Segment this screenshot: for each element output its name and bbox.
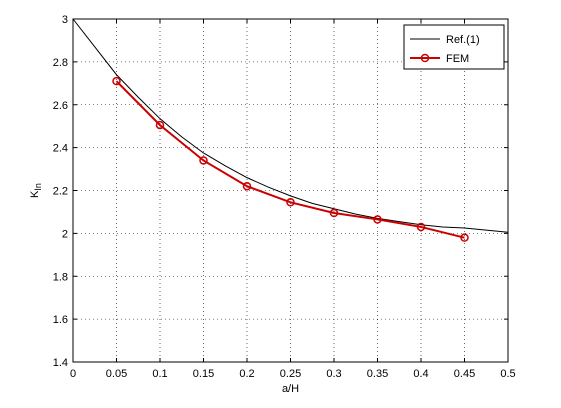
series-line	[72, 18, 509, 233]
series-fem	[112, 76, 469, 242]
tick-labels: 0 0.05 0.1 0.15 0.2 0.25 0.3 0.35 0.4 0.45 0.5 1.4 1…	[53, 14, 516, 380]
y-tick-label: 3	[62, 14, 68, 26]
x-tick-label: 0.2	[239, 368, 254, 380]
data-point	[155, 120, 165, 130]
grid-lines	[73, 19, 508, 362]
y-tick-label: 2.6	[53, 100, 68, 112]
x-tick-label: 0.4	[413, 368, 428, 380]
data-point	[286, 198, 295, 207]
x-tick-label: 0.15	[193, 368, 214, 380]
series-line	[115, 80, 465, 239]
x-tick-label: 0.3	[326, 368, 341, 380]
x-axis-label: a/H	[282, 383, 299, 395]
series-ref-1-	[72, 18, 509, 233]
axis-ticks	[72, 18, 509, 363]
y-tick-label: 2.2	[53, 186, 68, 198]
y-tick-label: 1.8	[53, 271, 68, 283]
series-layer	[72, 18, 509, 242]
x-tick-label: 0.45	[454, 368, 475, 380]
x-tick-label: 0	[70, 368, 76, 380]
legend-entry: Ref.(1)	[410, 34, 480, 46]
y-tick-label: 2.4	[53, 143, 68, 155]
y-tick-label: 2.8	[53, 57, 68, 69]
legend: Ref.(1) FEM	[403, 24, 505, 70]
legend-marker	[420, 53, 430, 63]
y-tick-label: 1.4	[53, 357, 68, 369]
y-tick-label: 1.6	[53, 314, 68, 326]
legend-entry: FEM	[410, 53, 469, 65]
data-point	[242, 181, 252, 191]
data-point	[373, 215, 382, 224]
data-point	[329, 208, 339, 218]
y-tick-label: 2	[62, 228, 68, 240]
x-tick-label: 0.1	[152, 368, 167, 380]
plot-area-frame	[72, 18, 509, 363]
legend-label: Ref.(1)	[446, 34, 480, 46]
x-tick-label: 0.05	[106, 368, 127, 380]
y-axis-label-main: K	[29, 190, 41, 198]
x-tick-label: 0.25	[280, 368, 301, 380]
x-tick-label: 0.35	[367, 368, 388, 380]
data-point	[112, 76, 121, 86]
data-point	[416, 222, 426, 232]
x-tick-label: 0.5	[500, 368, 515, 380]
y-axis-label: KIn	[29, 183, 43, 198]
legend-box	[403, 24, 505, 70]
legend-label: FEM	[446, 53, 469, 65]
data-point	[460, 233, 469, 242]
y-axis-label-subscript: In	[33, 183, 43, 191]
data-point	[199, 156, 208, 165]
